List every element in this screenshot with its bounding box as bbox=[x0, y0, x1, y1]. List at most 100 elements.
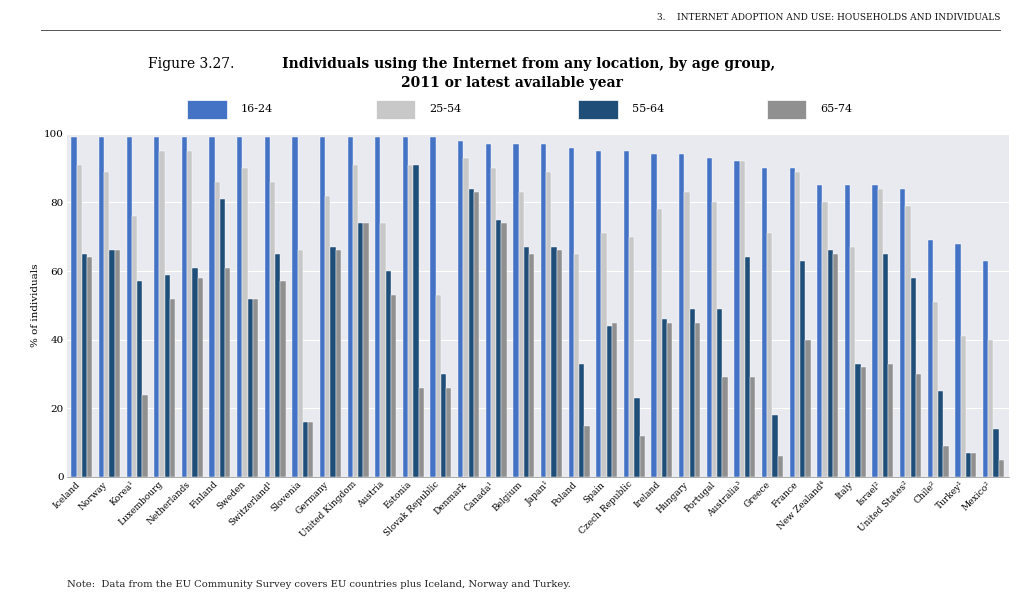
Bar bbox=[883, 254, 888, 477]
Bar bbox=[722, 377, 728, 477]
Bar bbox=[77, 164, 82, 477]
Bar bbox=[651, 154, 656, 477]
Bar bbox=[817, 185, 822, 477]
Bar bbox=[777, 457, 783, 477]
Bar bbox=[380, 223, 386, 477]
Bar bbox=[402, 137, 408, 477]
Bar bbox=[326, 196, 331, 477]
Bar bbox=[336, 250, 341, 477]
Bar bbox=[187, 151, 193, 477]
Bar bbox=[717, 309, 722, 477]
Bar bbox=[928, 240, 933, 477]
Bar bbox=[827, 250, 833, 477]
Bar bbox=[739, 161, 744, 477]
Bar bbox=[961, 336, 966, 477]
Bar bbox=[695, 323, 700, 477]
Bar bbox=[634, 398, 640, 477]
Bar bbox=[910, 278, 915, 477]
Bar bbox=[72, 137, 77, 477]
Bar bbox=[308, 422, 313, 477]
Bar bbox=[933, 302, 938, 477]
Bar bbox=[303, 422, 308, 477]
Bar bbox=[822, 202, 827, 477]
Bar bbox=[938, 391, 943, 477]
Text: Note:  Data from the EU Community Survey covers EU countries plus Iceland, Norwa: Note: Data from the EU Community Survey … bbox=[67, 580, 570, 589]
Bar bbox=[497, 220, 502, 477]
Bar bbox=[966, 453, 971, 477]
Bar bbox=[513, 144, 518, 477]
Bar bbox=[182, 137, 187, 477]
Bar bbox=[458, 140, 463, 477]
Bar bbox=[391, 295, 396, 477]
Bar bbox=[248, 299, 253, 477]
Bar bbox=[679, 154, 684, 477]
Bar bbox=[529, 254, 535, 477]
Bar bbox=[573, 254, 579, 477]
Bar bbox=[215, 182, 220, 477]
Bar bbox=[358, 223, 364, 477]
Bar bbox=[386, 271, 391, 477]
Y-axis label: % of individuals: % of individuals bbox=[31, 263, 40, 347]
Bar bbox=[762, 168, 767, 477]
Bar bbox=[430, 137, 435, 477]
Bar bbox=[331, 247, 336, 477]
Bar bbox=[193, 268, 198, 477]
Bar bbox=[87, 257, 92, 477]
Bar bbox=[624, 151, 629, 477]
Bar bbox=[900, 189, 905, 477]
Bar bbox=[347, 137, 353, 477]
Bar bbox=[915, 374, 921, 477]
Bar bbox=[441, 374, 446, 477]
Bar bbox=[551, 247, 557, 477]
Bar bbox=[640, 436, 645, 477]
Text: Individuals using the Internet from any location, by age group,: Individuals using the Internet from any … bbox=[282, 57, 775, 71]
Bar bbox=[469, 189, 474, 477]
Bar bbox=[689, 309, 695, 477]
Text: 2011 or latest available year: 2011 or latest available year bbox=[401, 76, 623, 89]
Bar bbox=[292, 137, 298, 477]
Bar bbox=[845, 185, 850, 477]
Bar bbox=[612, 323, 617, 477]
Bar bbox=[568, 148, 573, 477]
Bar bbox=[298, 250, 303, 477]
Bar bbox=[971, 453, 976, 477]
Bar bbox=[237, 137, 243, 477]
Bar bbox=[209, 137, 215, 477]
Bar bbox=[110, 250, 115, 477]
Bar bbox=[485, 144, 490, 477]
Bar bbox=[998, 460, 1004, 477]
Bar bbox=[905, 206, 910, 477]
Bar bbox=[750, 377, 756, 477]
Bar bbox=[375, 137, 380, 477]
Bar bbox=[490, 168, 497, 477]
Bar bbox=[353, 164, 358, 477]
Bar bbox=[767, 233, 772, 477]
Bar bbox=[132, 216, 137, 477]
Bar bbox=[137, 281, 142, 477]
Bar bbox=[955, 244, 961, 477]
Bar bbox=[155, 137, 160, 477]
Bar bbox=[170, 299, 175, 477]
Bar bbox=[606, 326, 612, 477]
Bar bbox=[115, 250, 120, 477]
Bar bbox=[518, 192, 524, 477]
Bar bbox=[734, 161, 739, 477]
Bar bbox=[579, 100, 617, 119]
Bar bbox=[993, 429, 998, 477]
Bar bbox=[707, 158, 712, 477]
Bar bbox=[502, 223, 507, 477]
Bar bbox=[220, 199, 225, 477]
Bar bbox=[800, 261, 805, 477]
Text: 55-64: 55-64 bbox=[632, 104, 664, 115]
Bar bbox=[127, 137, 132, 477]
Bar bbox=[198, 278, 203, 477]
Bar bbox=[546, 172, 551, 477]
Bar bbox=[795, 172, 800, 477]
Bar bbox=[165, 275, 170, 477]
Text: 16-24: 16-24 bbox=[241, 104, 273, 115]
Bar bbox=[225, 268, 230, 477]
Bar bbox=[983, 261, 988, 477]
Bar bbox=[270, 182, 275, 477]
Bar bbox=[872, 185, 878, 477]
Bar bbox=[463, 158, 469, 477]
